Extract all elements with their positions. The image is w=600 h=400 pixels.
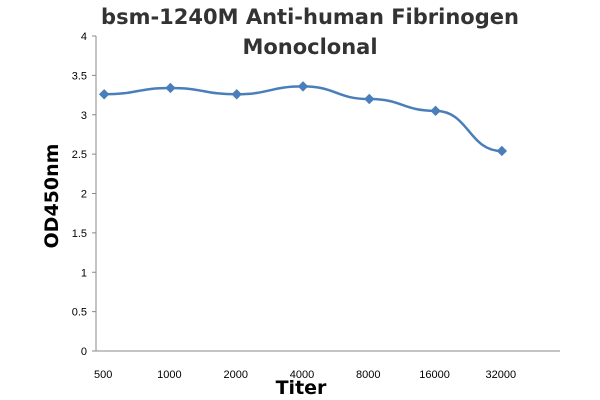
y-tick-label: 3.5 <box>72 70 87 82</box>
chart-title-line-1: bsm-1240M Anti-human Fibrinogen <box>101 5 519 29</box>
y-tick-label: 1 <box>81 267 87 279</box>
y-ticks: 0 0.5 1 1.5 2 2.5 3 3.5 4 <box>72 31 96 358</box>
y-tick-label: 1.5 <box>72 228 87 240</box>
data-point-marker <box>496 145 508 157</box>
data-point-marker <box>98 89 110 100</box>
data-point-marker <box>364 93 375 105</box>
x-tick-label: 1000 <box>157 369 181 381</box>
y-axis-label: OD450nm <box>41 144 63 249</box>
x-tick-label: 32000 <box>486 369 517 381</box>
x-tick-label: 8000 <box>356 369 380 381</box>
x-ticks: 500 1000 2000 4000 8000 16000 32000 <box>94 369 516 381</box>
x-axis-label: Titer <box>276 377 327 399</box>
y-tick-label: 3 <box>81 110 87 122</box>
x-tick-label: 2000 <box>223 369 247 381</box>
x-tick-label: 16000 <box>419 369 450 381</box>
chart-title-line-2: Monoclonal <box>242 35 377 59</box>
data-point-marker <box>231 89 242 100</box>
y-tick-label: 4 <box>81 31 87 43</box>
x-tick-label: 4000 <box>290 369 314 381</box>
y-tick-label: 0.5 <box>72 307 87 319</box>
y-tick-label: 0 <box>81 346 87 358</box>
x-tick-label: 500 <box>94 369 112 381</box>
y-tick-label: 2 <box>81 189 87 201</box>
series-line <box>102 85 504 153</box>
data-point-marker <box>165 82 176 94</box>
series-layer <box>98 81 508 157</box>
data-point-marker <box>430 105 441 117</box>
y-tick-label: 2.5 <box>72 149 87 161</box>
data-point-marker <box>297 81 309 92</box>
